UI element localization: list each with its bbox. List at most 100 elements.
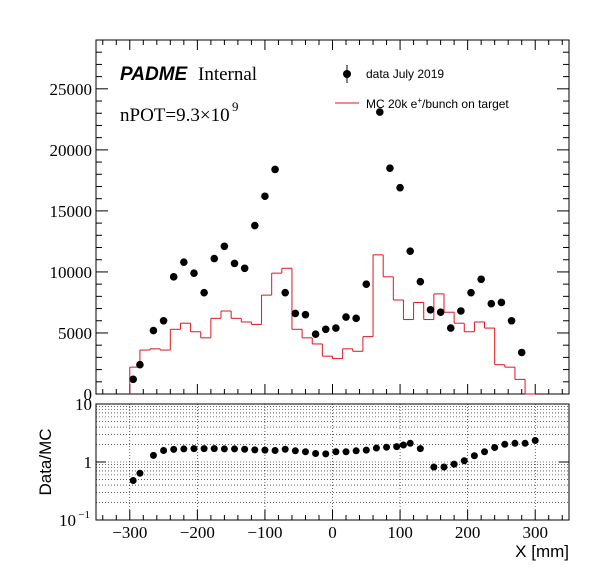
data-point [362, 280, 371, 288]
ratio-point [241, 445, 249, 453]
main-y-tick-label: 20000 [50, 141, 93, 160]
data-point [169, 273, 178, 281]
main-y-tick-label: 15000 [50, 202, 93, 221]
legend-mc-label: MC 20k e+/bunch on target [366, 96, 509, 111]
ratio-point [231, 445, 239, 453]
ratio-point [352, 447, 360, 455]
data-point [159, 316, 168, 325]
data-point [149, 326, 158, 335]
padme-logo: PADME [120, 64, 189, 85]
data-point [321, 325, 330, 334]
ratio-point [170, 445, 178, 453]
ratio-point [406, 439, 414, 447]
ratio-point [470, 452, 478, 460]
ratio-point [210, 445, 218, 453]
ratio-point [399, 441, 407, 449]
data-point [250, 221, 259, 230]
data-point [487, 299, 496, 308]
ratio-point [332, 448, 340, 456]
legend-mc-label-prefix: MC 20k e [366, 97, 418, 111]
ratio-point [322, 450, 330, 458]
data-point [301, 310, 310, 319]
ratio-point [136, 469, 144, 477]
main-y-tick-label: 0 [84, 385, 93, 404]
ratio-point [129, 476, 137, 484]
data-point [446, 324, 455, 332]
data-point [386, 164, 394, 172]
ratio-point [521, 439, 529, 447]
ratio-x-tick-label: 0 [328, 523, 337, 542]
ratio-point [491, 443, 499, 451]
data-point [457, 307, 465, 315]
ratio-point [190, 445, 198, 453]
ratio-point [251, 446, 259, 454]
data-point [342, 313, 350, 321]
mc-histogram [129, 254, 536, 395]
data-point [271, 165, 279, 174]
ratio-point [200, 445, 208, 453]
ratio-point [281, 445, 289, 453]
ratio-point [220, 445, 228, 453]
data-point [406, 247, 415, 255]
data-points [129, 108, 526, 384]
ratio-point [511, 439, 519, 447]
main-y-tick-label: 25000 [50, 80, 93, 99]
data-point [477, 275, 485, 284]
ratio-point [440, 463, 448, 471]
ratio-point [372, 444, 380, 452]
ratio-y-tick-label: 1 [84, 453, 93, 472]
ratio-point [531, 436, 539, 444]
ratio-x-tick-label: −300 [112, 523, 147, 542]
data-point [396, 183, 404, 192]
ratio-point [460, 457, 468, 465]
ratio-point [481, 448, 489, 456]
data-point [517, 348, 526, 357]
npot-exponent: 9 [232, 99, 239, 114]
data-point [291, 309, 300, 318]
ratio-point [261, 446, 269, 454]
data-point [136, 360, 144, 369]
ratio-point [416, 445, 424, 453]
legend-mc-label-suffix: /bunch on target [422, 97, 509, 111]
main-y-tick-label: 10000 [50, 263, 93, 282]
ratio-x-tick-label: −100 [247, 523, 282, 542]
data-point [507, 316, 516, 325]
data-point [376, 108, 384, 116]
data-point [240, 264, 249, 273]
ratio-point [160, 446, 168, 454]
ratio-point [393, 443, 401, 451]
ratio-x-tick-label: 100 [387, 523, 413, 542]
data-point [436, 308, 445, 317]
legend-mc-label-sup: + [417, 96, 422, 105]
data-point [180, 258, 188, 266]
ratio-point [271, 446, 279, 454]
ratio-y-tick-label: 10 [75, 395, 92, 414]
ratio-point [383, 443, 391, 451]
legend: data July 2019 MC 20k e+/bunch on target [335, 65, 509, 111]
ratio-point [362, 446, 370, 454]
ratio-point [342, 448, 350, 456]
main-axes: 0 5000 10000 15000 20000 25000 [50, 40, 569, 404]
npot-label: nPOT=9.3×10 [120, 105, 230, 126]
data-point [200, 288, 208, 297]
ratio-y-axis-title: Data/MC [36, 428, 55, 495]
ratio-points [129, 436, 539, 484]
data-point [332, 324, 340, 332]
ratio-grid [96, 404, 569, 520]
data-point [129, 375, 137, 384]
ratio-point [450, 460, 458, 468]
ratio-x-tick-label: 300 [522, 523, 548, 542]
ratio-point [430, 463, 438, 471]
ratio-point [312, 450, 320, 458]
ratio-x-tick-label: 200 [455, 523, 481, 542]
data-point [220, 242, 229, 251]
data-point [426, 305, 435, 314]
data-point [210, 254, 219, 263]
ratio-point [149, 451, 157, 459]
main-plot-frame [95, 39, 570, 395]
data-point [281, 288, 290, 297]
x-axis-title: X [mm] [515, 542, 569, 561]
data-point [190, 269, 198, 277]
ratio-y-tick-exponent: −1 [78, 509, 90, 521]
